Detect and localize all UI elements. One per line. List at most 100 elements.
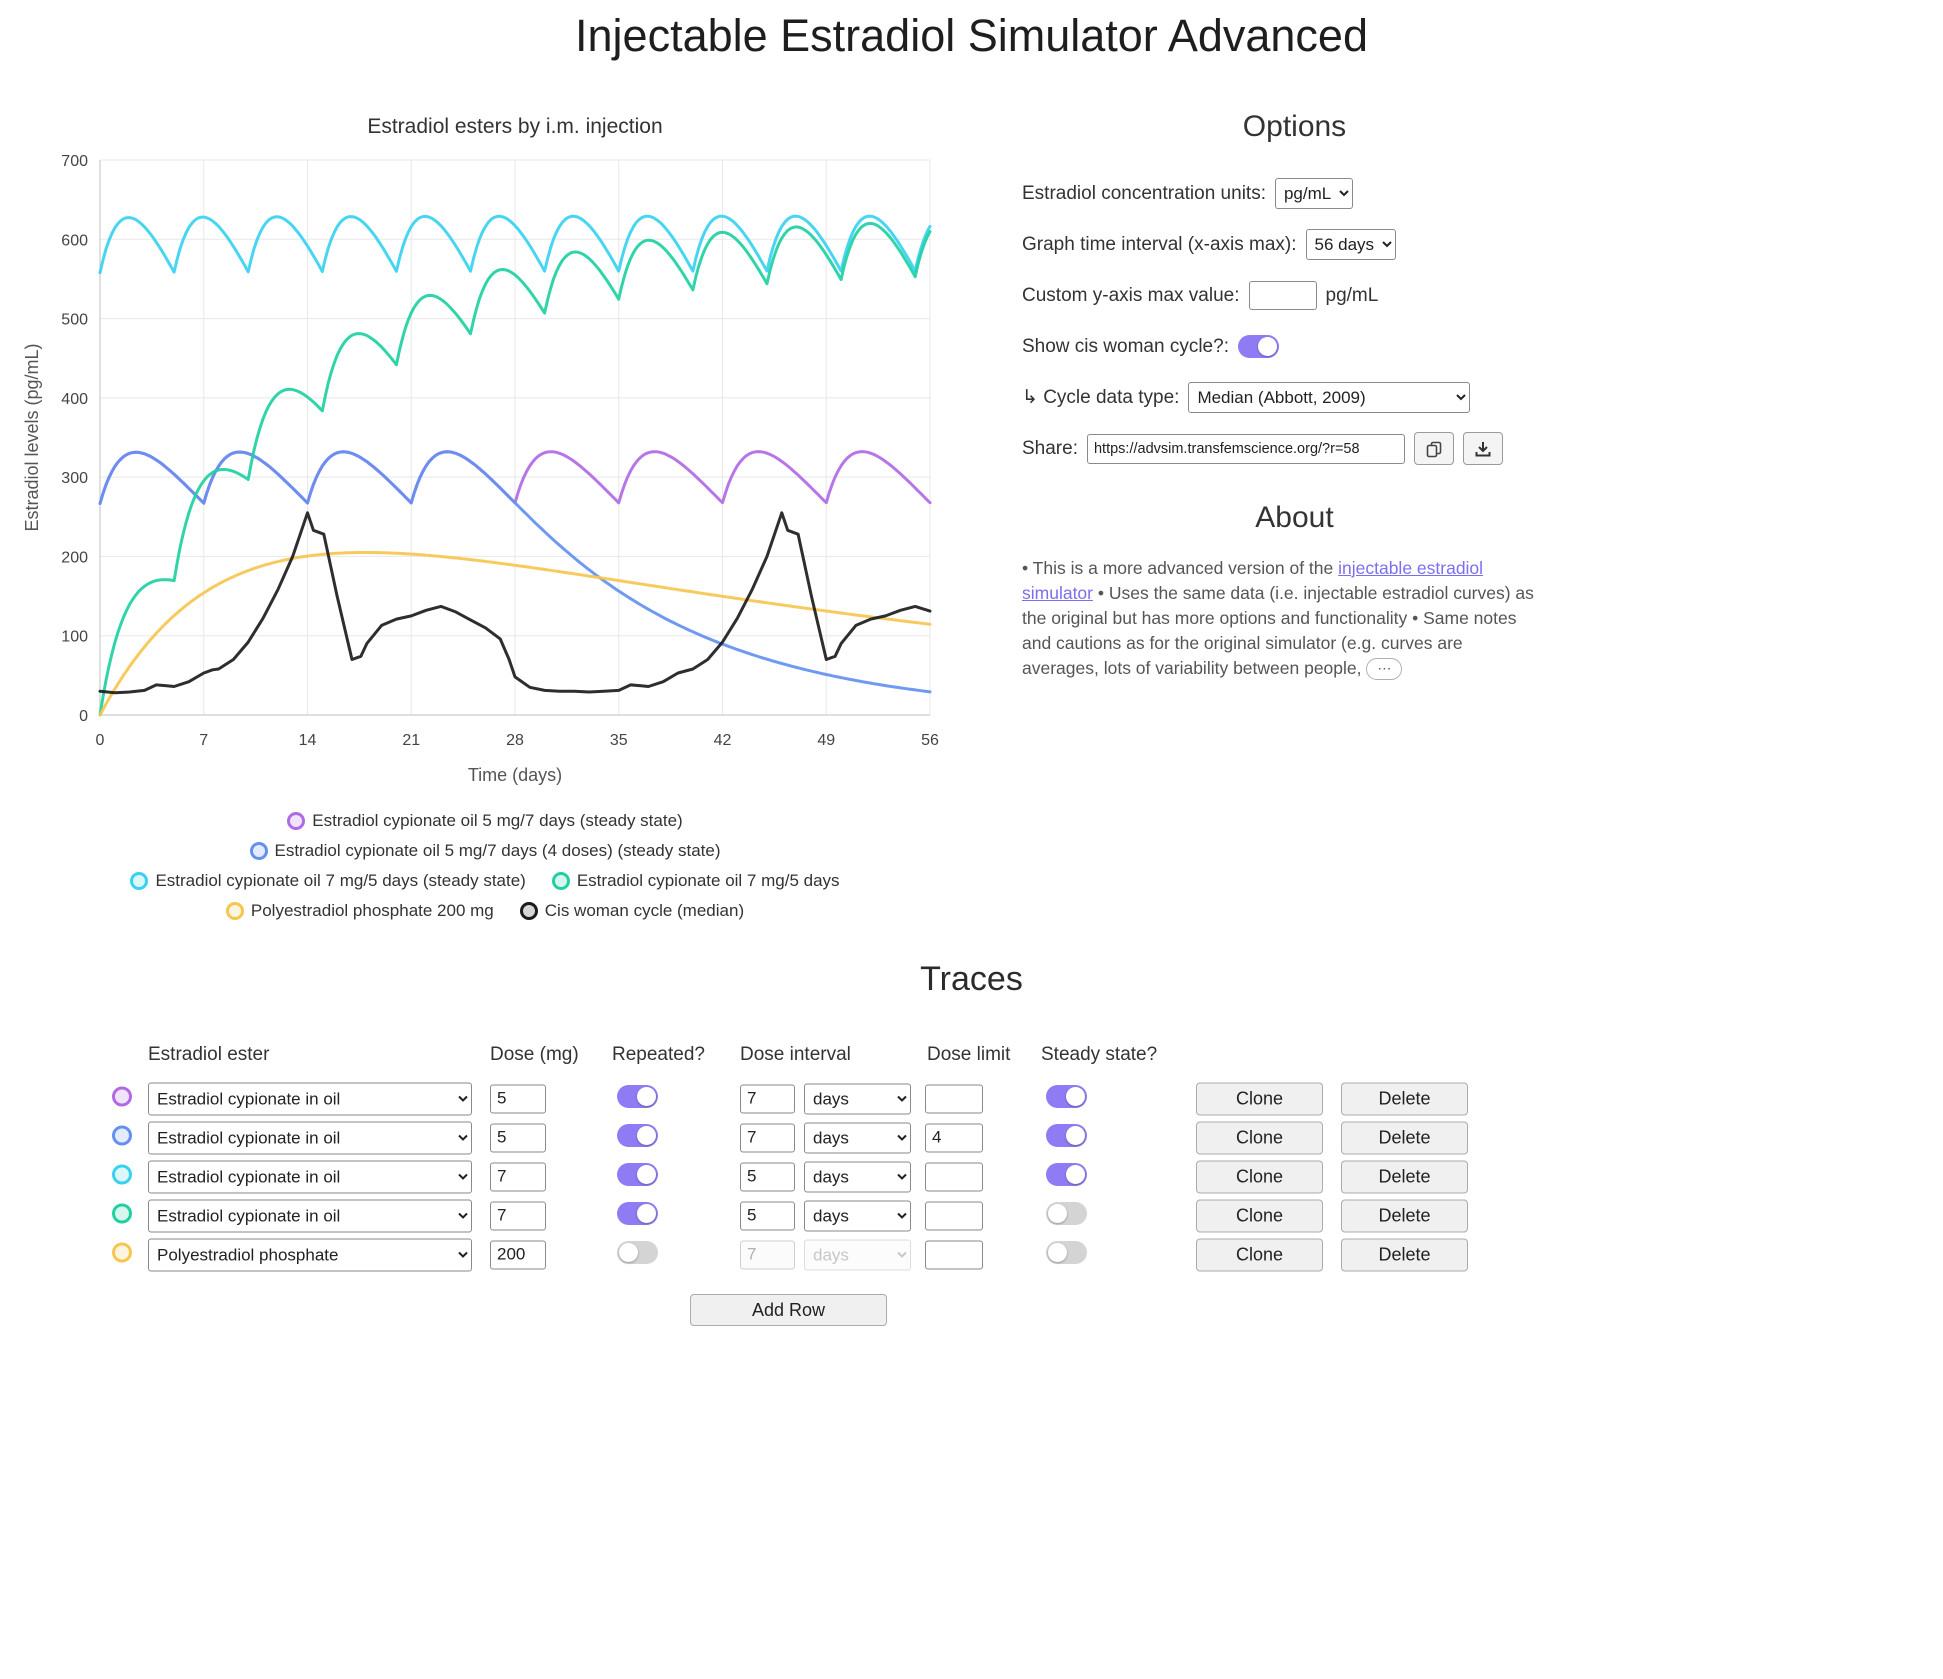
simulator-link[interactable]: injectable estradiol simulator <box>1022 558 1484 603</box>
interval-unit-select[interactable]: days <box>804 1083 911 1114</box>
dose-limit-input[interactable] <box>925 1240 983 1269</box>
series-line-2 <box>98 214 932 275</box>
trace-row: Estradiol cypionate in oil days Clone Delet… <box>104 1157 1484 1196</box>
repeated-toggle[interactable] <box>617 1162 658 1186</box>
y-tick-label: 200 <box>61 549 88 566</box>
dose-input[interactable] <box>490 1240 546 1269</box>
trace-cell <box>925 1123 983 1152</box>
interval-unit-select[interactable]: days <box>804 1122 911 1153</box>
x-tick-label: 28 <box>506 732 524 749</box>
trace-cell: Polyestradiol phosphate <box>148 1238 472 1271</box>
legend-item[interactable]: Polyestradiol phosphate 200 mg <box>225 901 494 921</box>
trace-cell: Delete <box>1341 1238 1468 1271</box>
trace-cell <box>740 1123 795 1152</box>
delete-button[interactable]: Delete <box>1341 1121 1468 1154</box>
col-dose: Dose (mg) <box>490 1044 579 1065</box>
steady-state-toggle[interactable] <box>1046 1084 1087 1108</box>
steady-state-toggle[interactable] <box>1046 1240 1087 1264</box>
toggle-knob <box>1066 1164 1085 1184</box>
dose-input[interactable] <box>490 1162 546 1191</box>
trace-cell: days <box>804 1239 911 1270</box>
dose-input[interactable] <box>490 1123 546 1152</box>
dose-limit-input[interactable] <box>925 1162 983 1191</box>
option-row-units: Estradiol concentration units: pg/mL <box>1022 168 1582 219</box>
delete-button[interactable]: Delete <box>1341 1160 1468 1193</box>
toggle-knob <box>637 1086 656 1106</box>
ester-select[interactable]: Estradiol cypionate in oil <box>148 1160 472 1193</box>
option-row-share: Share: <box>1022 423 1582 474</box>
repeated-toggle[interactable] <box>617 1240 658 1264</box>
legend-item[interactable]: Estradiol cypionate oil 7 mg/5 days (ste… <box>130 871 526 891</box>
dose-input[interactable] <box>490 1201 546 1230</box>
ymax-input[interactable] <box>1248 281 1317 310</box>
chart-legend: Estradiol cypionate oil 5 mg/7 days (ste… <box>20 806 950 926</box>
dose-interval-input[interactable] <box>740 1084 795 1113</box>
trace-cell: Clone <box>1196 1238 1323 1271</box>
repeated-toggle[interactable] <box>617 1123 658 1147</box>
clone-button[interactable]: Clone <box>1196 1199 1323 1232</box>
dose-input[interactable] <box>490 1084 546 1113</box>
trace-cell <box>1046 1201 1087 1230</box>
interval-unit-select[interactable]: days <box>804 1200 911 1231</box>
dose-interval-input[interactable] <box>740 1201 795 1230</box>
dose-interval-input[interactable] <box>740 1123 795 1152</box>
delete-button[interactable]: Delete <box>1341 1199 1468 1232</box>
units-label: Estradiol concentration units: <box>1022 182 1266 204</box>
toggle-knob <box>1066 1086 1085 1106</box>
ymax-label: Custom y-axis max value: <box>1022 284 1240 306</box>
interval-unit-select[interactable]: days <box>804 1239 911 1270</box>
ymax-unit: pg/mL <box>1325 284 1379 306</box>
trace-cell <box>740 1240 795 1269</box>
cycle-type-select[interactable]: Median (Abbott, 2009) <box>1188 382 1471 413</box>
units-select[interactable]: pg/mL <box>1274 178 1353 209</box>
cycle-label: Show cis woman cycle?: <box>1022 335 1229 357</box>
dose-interval-input[interactable] <box>740 1240 795 1269</box>
clone-button[interactable]: Clone <box>1196 1160 1323 1193</box>
trace-cell <box>925 1084 983 1113</box>
time-interval-select[interactable]: 56 days <box>1305 229 1396 260</box>
steady-state-toggle[interactable] <box>1046 1162 1087 1186</box>
dose-limit-input[interactable] <box>925 1123 983 1152</box>
clone-button[interactable]: Clone <box>1196 1238 1323 1271</box>
legend-label: Estradiol cypionate oil 7 mg/5 days (ste… <box>155 871 526 890</box>
dose-limit-input[interactable] <box>925 1084 983 1113</box>
delete-button[interactable]: Delete <box>1341 1082 1468 1115</box>
ester-select[interactable]: Estradiol cypionate in oil <box>148 1121 472 1154</box>
trace-cell <box>112 1086 132 1111</box>
copy-share-button[interactable] <box>1413 432 1454 465</box>
repeated-toggle[interactable] <box>617 1201 658 1225</box>
traces-heading: Traces <box>920 960 1023 998</box>
clone-button[interactable]: Clone <box>1196 1082 1323 1115</box>
cycle-toggle[interactable] <box>1237 335 1279 358</box>
col-interval: Dose interval <box>740 1044 851 1065</box>
download-button[interactable] <box>1462 432 1503 465</box>
steady-state-toggle[interactable] <box>1046 1201 1087 1225</box>
legend-marker-icon <box>519 902 538 920</box>
ester-select[interactable]: Estradiol cypionate in oil <box>148 1199 472 1232</box>
legend-item[interactable]: Estradiol cypionate oil 5 mg/7 days (ste… <box>287 811 683 831</box>
legend-item[interactable]: Estradiol cypionate oil 5 mg/7 days (4 d… <box>249 841 721 861</box>
repeated-toggle[interactable] <box>617 1084 658 1108</box>
share-url-input[interactable] <box>1086 433 1405 464</box>
y-tick-label: 0 <box>79 708 88 725</box>
steady-state-toggle[interactable] <box>1046 1123 1087 1147</box>
chart-title: Estradiol esters by i.m. injection <box>367 115 663 138</box>
add-row-button[interactable]: Add Row <box>690 1294 887 1326</box>
copy-icon <box>1426 441 1442 457</box>
toggle-knob <box>1048 1242 1067 1262</box>
trace-cell <box>925 1201 983 1230</box>
interval-unit-select[interactable]: days <box>804 1161 911 1192</box>
trace-row: Estradiol cypionate in oil days Clone Delet… <box>104 1118 1484 1157</box>
legend-item[interactable]: Estradiol cypionate oil 7 mg/5 days <box>551 871 840 891</box>
legend-marker-icon <box>249 842 268 860</box>
ester-select[interactable]: Estradiol cypionate in oil <box>148 1082 472 1115</box>
expand-about-button[interactable]: ⋯ <box>1366 658 1403 681</box>
dose-limit-input[interactable] <box>925 1201 983 1230</box>
legend-item[interactable]: Cis woman cycle (median) <box>519 901 744 921</box>
ester-select[interactable]: Polyestradiol phosphate <box>148 1238 472 1271</box>
dose-interval-input[interactable] <box>740 1162 795 1191</box>
clone-button[interactable]: Clone <box>1196 1121 1323 1154</box>
delete-button[interactable]: Delete <box>1341 1238 1468 1271</box>
x-axis-label: Time (days) <box>468 765 562 785</box>
about-text-part: • This is a more advanced version of the <box>1022 558 1339 578</box>
